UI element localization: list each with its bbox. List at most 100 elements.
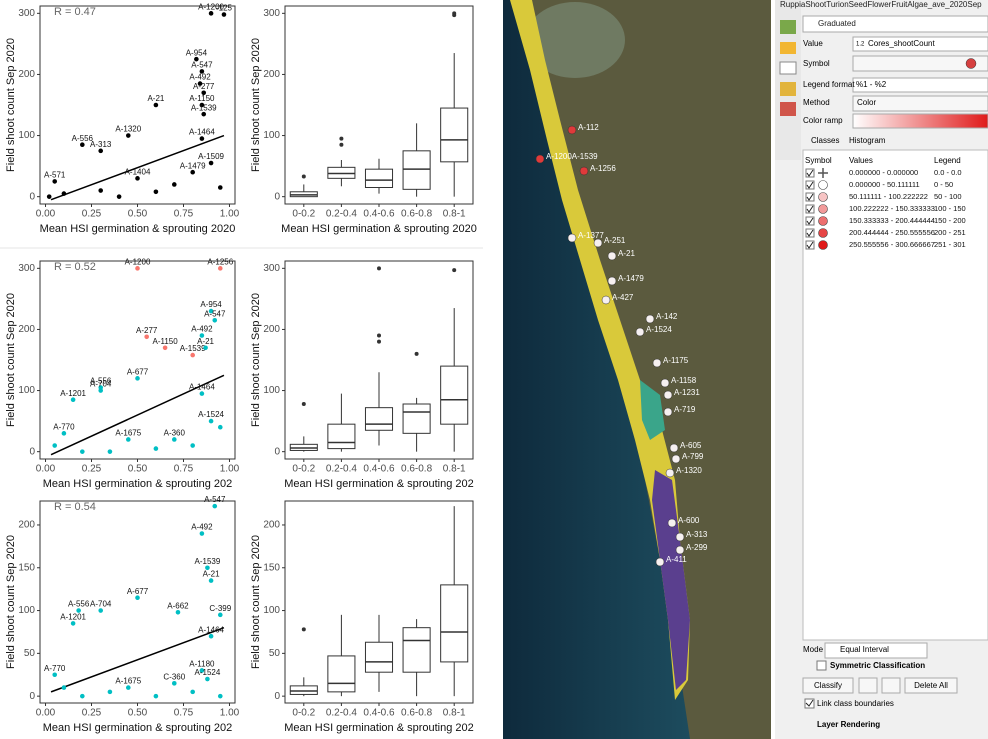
check [806, 205, 814, 213]
map-marker [675, 545, 685, 555]
point-label: A-677 [127, 587, 149, 596]
outlier [377, 339, 381, 344]
map-label: A-251 [604, 236, 626, 245]
point-label: A-571 [44, 170, 66, 179]
x-tick-label: 0.4-0.6 [363, 209, 395, 220]
value-field[interactable] [852, 36, 988, 52]
point [80, 693, 85, 699]
label: Value [803, 39, 823, 48]
y-tick-label: 100 [18, 130, 35, 141]
check [806, 229, 814, 237]
y-tick-label: 300 [263, 8, 280, 19]
label: Mode [803, 645, 824, 654]
point-label: A-556 [68, 600, 90, 609]
point [208, 160, 214, 166]
y-tick-label: 300 [263, 263, 280, 274]
point-label: A-704 [90, 380, 112, 389]
y-tick-label: 150 [263, 562, 280, 573]
map-marker [671, 454, 681, 464]
renderer-dropdown[interactable] [802, 15, 988, 33]
y-axis-title: Field shoot count Sep 2020 [250, 293, 262, 427]
point [135, 266, 140, 271]
delete-all-button[interactable] [904, 677, 958, 694]
point-label: A-277 [193, 82, 215, 91]
point [135, 176, 140, 181]
point-label: A-1539 [180, 344, 206, 353]
point [190, 169, 195, 175]
checkbox[interactable] [804, 698, 815, 709]
map-marker [669, 443, 679, 453]
low-habitat-strip [652, 470, 690, 690]
add-class-button[interactable] [858, 677, 878, 694]
method-dropdown[interactable] [852, 95, 988, 112]
point [61, 685, 67, 690]
point-label: A-1675 [115, 429, 141, 438]
point [76, 608, 81, 613]
map-marker [567, 125, 577, 135]
check [806, 169, 814, 177]
point [208, 633, 214, 639]
point [199, 69, 205, 74]
x-tick-label: 0.4-0.6 [363, 464, 395, 475]
point-label: A-1539 [191, 103, 217, 112]
symbol-button[interactable] [852, 55, 988, 72]
button-text: Classify [814, 681, 842, 690]
outlier [339, 142, 344, 147]
x-tick-label: 1.00 [220, 209, 240, 220]
x-tick-label: 0-0.2 [292, 708, 315, 719]
class-values: 250.555556 - 300.666667 [849, 240, 935, 249]
class-values: 150.333333 - 200.444444 [849, 216, 935, 225]
point-label: A-677 [127, 367, 149, 376]
x-tick-label: 0.8-1 [443, 464, 466, 475]
tab[interactable]: Histogram [849, 136, 886, 145]
outlier [414, 351, 419, 356]
tab[interactable]: Classes [811, 136, 839, 145]
checkbox[interactable] [816, 660, 827, 671]
map-label: A-1231 [674, 388, 700, 397]
check [806, 241, 814, 249]
land [520, 0, 771, 739]
map-label: A-1524 [646, 325, 672, 334]
point [217, 185, 223, 190]
point-label: A-1150 [152, 337, 178, 346]
box [440, 365, 469, 425]
point [144, 334, 149, 340]
check [806, 217, 814, 225]
outlier [301, 402, 306, 406]
class-values: 100.222222 - 150.333333 [849, 204, 935, 213]
point-label: A-1479 [180, 161, 206, 170]
y-tick-label: 0 [274, 191, 280, 202]
box [289, 685, 318, 695]
x-tick-label: 0.6-0.8 [401, 209, 433, 220]
point [199, 668, 205, 673]
x-tick-label: 0.4-0.6 [363, 708, 395, 719]
map-marker [660, 378, 670, 388]
map-marker [593, 238, 603, 248]
legend-format-field[interactable] [852, 77, 988, 93]
mode-dropdown[interactable] [824, 642, 928, 659]
point [190, 352, 195, 358]
classify-button[interactable] [802, 677, 854, 694]
point [153, 693, 159, 699]
class-symbol [818, 240, 828, 250]
point [201, 90, 207, 96]
y-tick-label: 200 [18, 69, 35, 80]
label: Method [803, 98, 830, 107]
y-axis-title: Field shoot count Sep 2020 [5, 535, 17, 669]
map-label: A-605 [680, 441, 702, 450]
map-label: A-1256 [590, 164, 616, 173]
point-label: A-547 [204, 309, 226, 318]
map-label: A-1479 [618, 274, 644, 283]
y-tick-label: 200 [263, 69, 280, 80]
point [126, 133, 131, 138]
remove-class-button[interactable] [881, 677, 901, 694]
point [217, 424, 223, 430]
point-label: A-21 [147, 94, 164, 103]
point [217, 266, 223, 271]
color-ramp[interactable] [852, 113, 988, 129]
point [116, 194, 122, 199]
y-tick-label: 300 [18, 263, 35, 274]
annotation: R = 0.52 [54, 261, 96, 273]
